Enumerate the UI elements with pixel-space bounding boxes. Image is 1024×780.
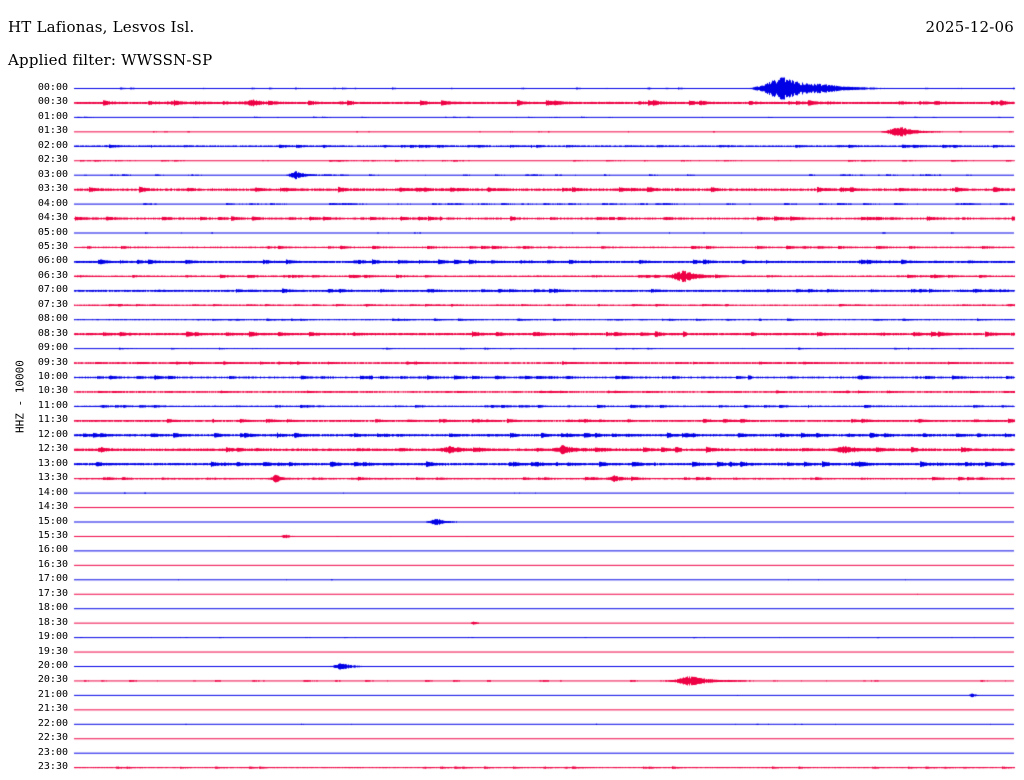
helicorder-page: HT Lafionas, Lesvos Isl. 2025-12-06 Appl… [0, 0, 1024, 780]
seismogram-canvas [0, 0, 1024, 780]
